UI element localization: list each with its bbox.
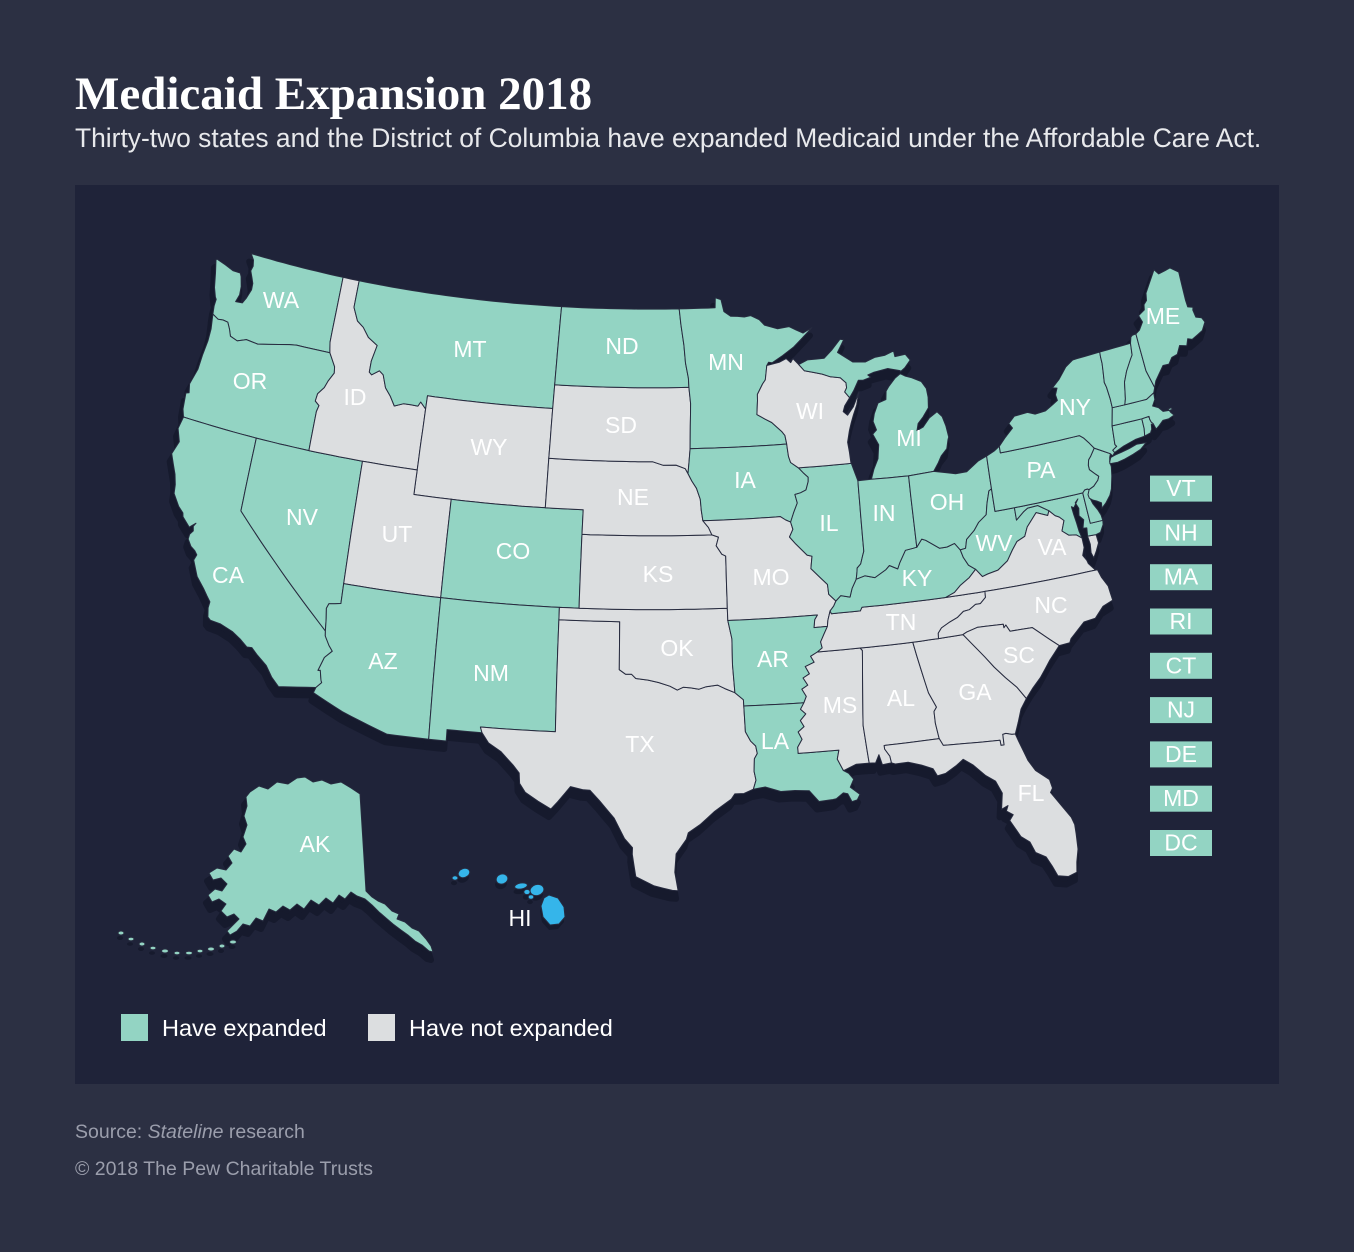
svg-text:AR: AR [757,646,789,672]
svg-text:ID: ID [344,384,367,410]
svg-text:IA: IA [734,467,756,493]
svg-text:NE: NE [617,484,649,510]
svg-text:FL: FL [1018,780,1045,806]
svg-text:UT: UT [382,521,413,547]
svg-text:AL: AL [887,685,915,711]
svg-text:AZ: AZ [368,648,397,674]
svg-text:MN: MN [708,349,744,375]
svg-text:GA: GA [958,679,992,705]
svg-text:VA: VA [1038,534,1068,560]
svg-text:MD: MD [1163,785,1199,811]
svg-text:HI: HI [509,905,532,931]
svg-text:CO: CO [496,538,531,564]
svg-text:TX: TX [625,731,654,757]
svg-text:MT: MT [453,336,486,362]
svg-text:RI: RI [1170,608,1193,634]
svg-text:ND: ND [605,333,638,359]
svg-text:LA: LA [761,728,790,754]
svg-text:PA: PA [1027,457,1057,483]
svg-text:NC: NC [1034,592,1067,618]
svg-text:OK: OK [660,635,694,661]
svg-text:AK: AK [300,831,331,857]
svg-text:CA: CA [212,562,245,588]
svg-text:SC: SC [1003,642,1035,668]
svg-text:CT: CT [1166,652,1197,678]
svg-text:SD: SD [605,412,637,438]
svg-text:WA: WA [263,287,300,313]
svg-text:WY: WY [470,434,507,460]
svg-text:IL: IL [819,510,838,536]
svg-text:MA: MA [1164,564,1199,590]
svg-text:TN: TN [886,609,917,635]
svg-text:OH: OH [930,489,965,515]
svg-text:NJ: NJ [1167,697,1195,723]
svg-text:WV: WV [975,530,1013,556]
svg-text:KS: KS [643,561,674,587]
svg-text:KY: KY [902,565,933,591]
svg-text:OR: OR [233,368,268,394]
svg-text:NY: NY [1059,394,1091,420]
svg-text:MS: MS [823,692,858,718]
svg-text:IN: IN [873,500,896,526]
svg-text:DC: DC [1164,830,1197,856]
svg-text:NM: NM [473,660,509,686]
svg-text:WI: WI [796,398,824,424]
svg-text:NH: NH [1164,519,1197,545]
svg-text:VT: VT [1166,475,1195,501]
svg-text:MO: MO [752,564,789,590]
svg-text:MI: MI [896,425,922,451]
svg-text:ME: ME [1146,303,1181,329]
svg-text:DE: DE [1165,741,1197,767]
svg-text:NV: NV [286,504,319,530]
